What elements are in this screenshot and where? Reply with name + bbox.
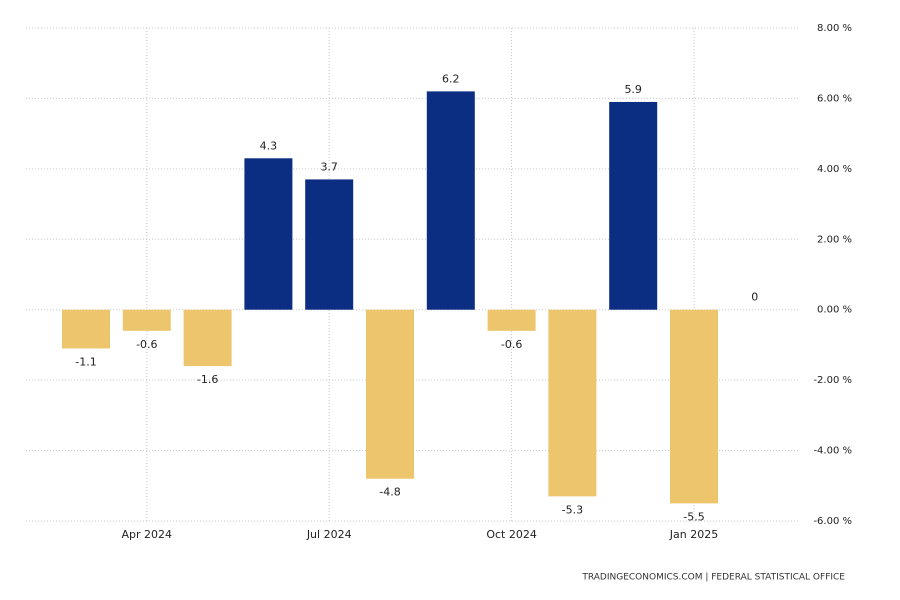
data-label: 6.2 (442, 72, 460, 85)
data-label: -0.6 (501, 338, 522, 351)
bar (609, 101, 658, 310)
bar (305, 179, 354, 310)
data-label: -1.6 (197, 373, 218, 386)
y-tick-label: -4.00 % (813, 446, 852, 457)
bar (670, 309, 718, 504)
data-label: -5.5 (683, 510, 704, 523)
data-label: -0.6 (136, 338, 157, 351)
bar (244, 158, 293, 310)
bar (426, 91, 475, 310)
x-tick-label: Apr 2024 (122, 528, 173, 541)
data-label: 0 (751, 291, 758, 304)
y-tick-label: 6.00 % (817, 93, 852, 104)
bar (366, 309, 414, 479)
bar (122, 309, 171, 331)
y-tick-label: -2.00 % (813, 375, 852, 386)
y-tick-label: 0.00 % (817, 305, 852, 316)
bar (183, 309, 232, 367)
data-label: -5.3 (562, 503, 583, 516)
x-tick-label: Oct 2024 (486, 528, 537, 541)
bar (62, 309, 110, 349)
y-tick-label: -6.00 % (813, 516, 852, 527)
x-tick-label: Jul 2024 (306, 528, 352, 541)
y-tick-label: 8.00 % (817, 23, 852, 34)
y-tick-label: 4.00 % (817, 164, 852, 175)
data-label: 5.9 (624, 83, 642, 96)
data-label: 3.7 (320, 160, 338, 173)
source: TRADINGECONOMICS.COM | FEDERAL STATISTIC… (581, 573, 845, 583)
data-label: 4.3 (260, 139, 278, 152)
y-tick-label: 2.00 % (817, 234, 852, 245)
bar (487, 309, 536, 331)
x-tick-label: Jan 2025 (669, 528, 718, 541)
data-label: -4.8 (379, 486, 400, 499)
data-label: -1.1 (75, 355, 96, 368)
bar (548, 309, 597, 497)
